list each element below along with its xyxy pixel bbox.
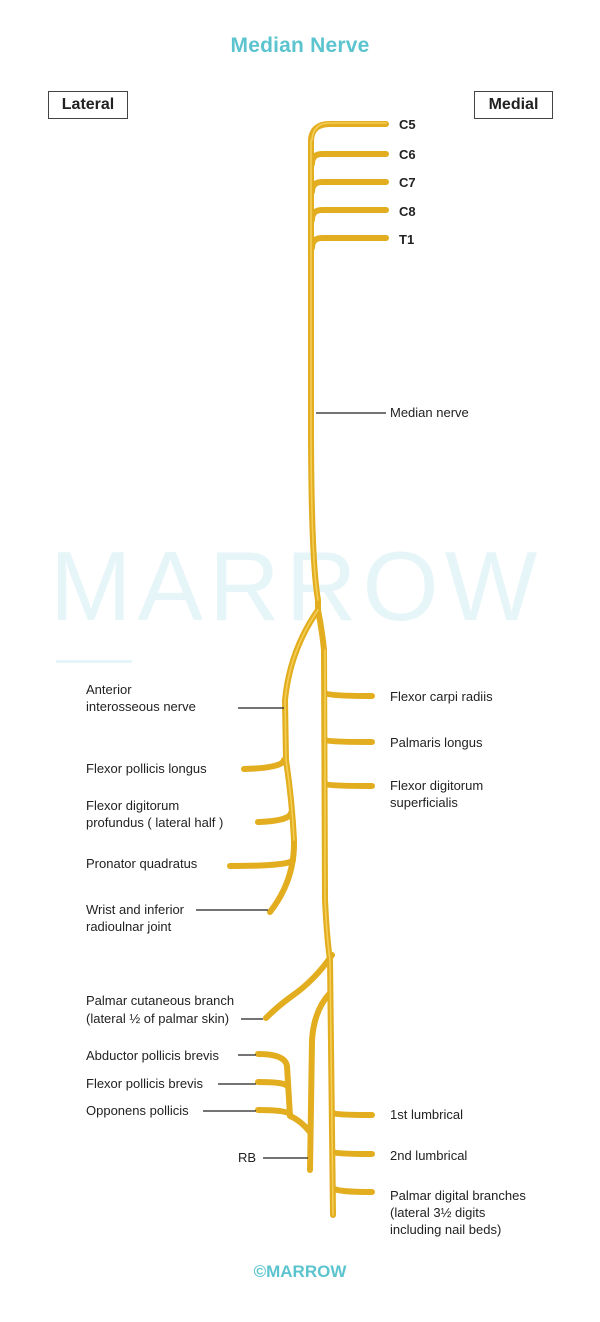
fds-label-line2: superficialis	[390, 795, 458, 810]
root-t1-nerve	[309, 235, 389, 251]
rb-label: RB	[238, 1150, 257, 1165]
root-c7-nerve	[309, 179, 389, 195]
apb-label: Abductor pollicis brevis	[86, 1048, 219, 1063]
digital-label-line3: including nail beds)	[390, 1222, 502, 1237]
trunk-lower-highlight	[324, 649, 334, 1216]
lumbrical1-branch-nerve	[330, 1110, 375, 1118]
root-c8-nerve	[309, 207, 389, 223]
median-nerve-label: Median nerve	[390, 405, 469, 420]
fcr-branch-nerve	[322, 690, 375, 699]
op-label: Opponens pollicis	[86, 1103, 189, 1118]
thenar-trunk-nerve	[255, 1051, 313, 1135]
fdp-label-line2: profundus ( lateral half )	[86, 815, 224, 830]
ain-label-line1: Anterior	[86, 682, 132, 697]
medial-label-box: Medial	[474, 91, 553, 119]
root-label-c5: C5	[399, 117, 416, 132]
root-label-c7: C7	[399, 175, 416, 190]
digital-label-line2: (lateral 3½ digits	[390, 1205, 486, 1220]
digital-branch-nerve	[330, 1185, 375, 1195]
watermark-bar	[56, 660, 132, 663]
wrist-label-line2: radioulnar joint	[86, 919, 172, 934]
fdp-label-line1: Flexor digitorum	[86, 798, 180, 813]
root-c5-nerve	[308, 121, 389, 143]
diagram-title: Median Nerve	[230, 34, 370, 57]
ain-label-line2: interosseous nerve	[86, 699, 196, 714]
root-label-c6: C6	[399, 147, 416, 162]
root-label-t1: T1	[399, 232, 415, 247]
fdp-branch-nerve	[255, 810, 294, 825]
ain-highlight	[284, 609, 319, 841]
root-c6-nerve	[309, 151, 389, 167]
fpl-branch-nerve	[241, 757, 287, 772]
lumbrical2-label: 2nd lumbrical	[390, 1148, 468, 1163]
fpb-label: Flexor pollicis brevis	[86, 1076, 204, 1091]
fds-branch-nerve	[322, 781, 375, 789]
palmar-cutaneous-label-line1: Palmar cutaneous branch	[86, 993, 235, 1008]
fcr-label: Flexor carpi radiis	[390, 689, 493, 704]
op-branch-nerve	[255, 1107, 293, 1117]
digital-label-line1: Palmar digital branches	[390, 1188, 526, 1203]
root-c5-highlight	[311, 122, 387, 141]
lateral-label-box: Lateral	[48, 91, 128, 119]
watermark: MARROW	[50, 531, 544, 641]
fds-label-line1: Flexor digitorum	[390, 778, 484, 793]
fpb-branch-nerve	[255, 1079, 290, 1089]
lumbrical1-label: 1st lumbrical	[390, 1107, 463, 1122]
wrist-label-line1: Wrist and inferior	[86, 902, 185, 917]
lumbrical2-branch-nerve	[330, 1149, 375, 1157]
recurrent-branch-nerve	[307, 990, 333, 1173]
fpl-label: Flexor pollicis longus	[86, 761, 207, 776]
palmar-cutaneous-nerve	[263, 952, 335, 1021]
pq-branch-nerve	[227, 857, 296, 869]
pl-branch-nerve	[322, 737, 375, 745]
pq-label: Pronator quadratus	[86, 856, 198, 871]
root-label-c8: C8	[399, 204, 416, 219]
palmar-cutaneous-label-line2: (lateral ½ of palmar skin)	[86, 1011, 230, 1026]
trunk-highlight	[310, 139, 319, 601]
pl-label: Palmaris longus	[390, 735, 483, 750]
copyright-logo: ©MARROW	[253, 1262, 347, 1281]
